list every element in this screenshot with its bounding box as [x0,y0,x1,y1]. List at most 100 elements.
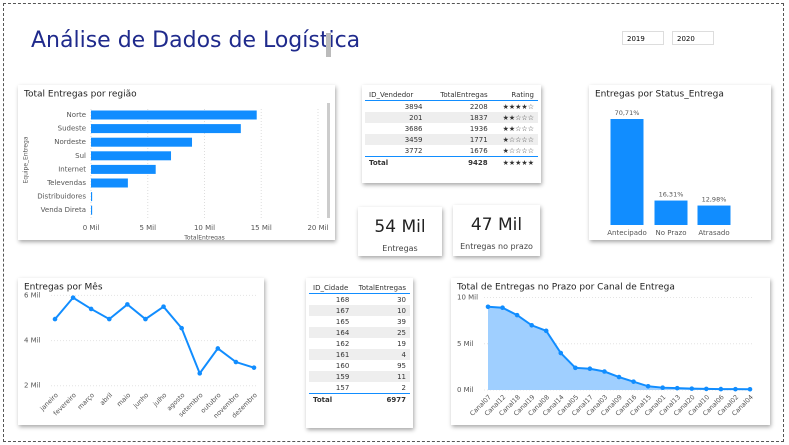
y-tick-label: 5 Mil [457,340,474,348]
point [747,386,753,392]
category-label: Norte [67,111,86,119]
x-tick-label: 15 Mil [251,224,272,232]
table-row: 165 39 [309,316,410,327]
total-cell: Total [309,393,354,405]
chart-title: Total de Entregas no Prazo por Canal de … [456,283,675,293]
table-cell: 1936 [469,124,488,133]
y-axis-title: Equipe_Entrega [23,136,30,183]
x-tick-label: junho [131,391,150,410]
table-cell: 2208 [469,102,488,111]
table-cell: 30 [397,295,406,304]
table-row: 161 4 [309,349,410,360]
area [488,306,750,390]
bar [91,205,93,215]
point [573,365,578,371]
table-cell: 3894 [404,102,423,111]
column-header: TotalEntregas [353,282,410,294]
x-tick-label: março [76,391,96,411]
chart-title: Total Entregas por região [23,90,137,100]
point [660,385,665,390]
point [485,304,491,310]
y-tick-label: 0 Mil [457,386,474,394]
table-row: 164 25 [309,327,410,338]
table-row: 162 19 [309,338,410,349]
bar [91,151,172,161]
table-cell: 1771 [426,134,492,145]
point [529,322,534,328]
table-panel: ID_Cidade TotalEntregas 168 30 167 10 165 39 164… [306,278,413,428]
table-row: 167 10 [309,305,410,316]
category-label: Atrasado [698,229,729,237]
point [704,386,709,392]
header-row: ID_Cidade TotalEntregas [309,282,410,294]
bar [697,205,731,225]
point [631,379,636,384]
point [70,295,76,300]
category-label: Antecipado [607,229,647,237]
card-value: 54 Mil [374,217,426,237]
table-cell: ★☆☆☆☆ [491,134,538,145]
table-cell: 157 [335,383,350,392]
slicer-option[interactable]: 2020 [672,31,714,45]
point [179,325,184,331]
chart-panel: Entregas por Status_Entrega 70,71% Antecip… [589,85,771,240]
data-table: ID_Vendedor TotalEntregas Rating 3894 2208 ★★… [365,89,538,168]
point [500,305,505,311]
table-cell: 1676 [469,146,488,155]
x-tick-label: 5 Mil [139,224,156,232]
table-cell: 2 [401,383,406,392]
point [514,312,520,318]
table-cell: 1837 [426,112,492,123]
bar [610,119,644,225]
category-label: Internet [58,165,86,173]
scrollbar [327,103,330,218]
chart: Total de Entregas no Prazo por Canal de … [456,283,755,418]
table-cell: 19 [397,339,406,348]
point [718,386,724,392]
total-row: Total 9428 ★★★★★ [365,156,538,168]
table-row: 159 11 [309,371,410,382]
table-row: 157 2 [309,382,410,394]
table-cell: 11 [353,371,410,382]
table-cell: ★★☆☆☆ [502,124,534,133]
bar [91,137,193,147]
value-label: 12,98% [702,196,727,204]
table-cell: 167 [309,305,354,316]
table-cell: 164 [309,327,354,338]
table-cell: ★★★★☆ [502,102,534,111]
table-row: 160 95 [309,360,410,371]
point [197,371,203,376]
table-cell: 4 [353,349,410,360]
card: 54 Mil Entregas [358,207,442,256]
chart: Entregas por Status_Entrega 70,71% Antecip… [595,90,731,237]
point [125,302,130,307]
table-row: 3459 1771 ★☆☆☆☆ [365,134,538,145]
line [54,296,255,376]
point [106,316,112,322]
column-header: ID_Cidade [309,282,354,294]
table-row: 201 1837 ★★☆☆☆ [365,112,538,123]
y-tick-label: 6 Mil [24,291,41,299]
card: 47 Mil Entregas no prazo [453,205,540,256]
point [161,304,166,309]
point [558,350,564,356]
category-label: Venda Direta [41,206,86,214]
table-cell: 162 [335,339,350,348]
point [689,386,695,391]
y-tick-label: 4 Mil [24,337,41,345]
x-tick-label: 0 Mil [83,224,100,232]
table-cell: 3772 [404,146,423,155]
category-label: Distribuidores [37,193,86,201]
x-tick-label: 10 Mil [194,224,215,232]
chart-panel: Total de Entregas no Prazo por Canal de … [451,278,770,425]
table-cell: 201 [365,112,427,123]
y-tick-label: 2 Mil [24,382,41,390]
value-label: 16,31% [659,191,684,199]
total-cell: 9428 [426,156,492,168]
card-value: 47 Mil [470,215,523,235]
x-tick-label: abril [98,391,114,407]
total-cell: ★★★★★ [491,156,538,168]
slicer-option[interactable]: 2019 [622,31,664,45]
